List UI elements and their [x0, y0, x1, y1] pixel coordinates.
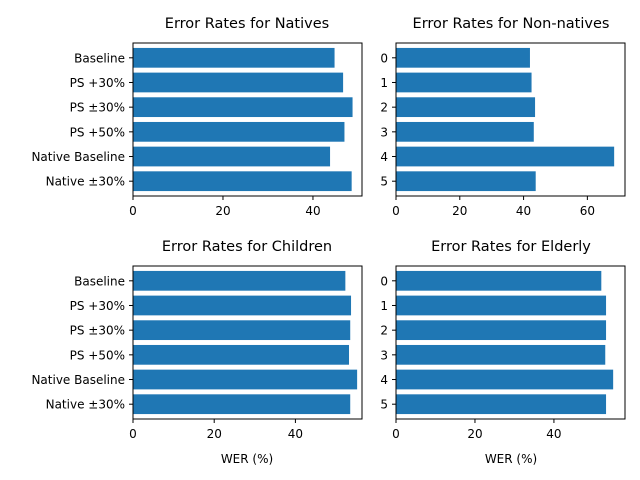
bar-group [396, 47, 615, 192]
x-tick-label: 40 [546, 427, 561, 441]
y-tick-labels: Baseline PS +30% PS ±30% PS +50% Native Base… [31, 51, 133, 189]
bar-3 [396, 344, 606, 365]
subplot-natives: Error Rates for Natives Baseline PS +30% P… [31, 16, 363, 218]
y-tick-label: 3 [380, 348, 388, 362]
axes-frame [132, 265, 363, 420]
y-tick-labels: 0 1 2 3 4 5 [380, 274, 396, 412]
chart-title: Error Rates for Natives [165, 16, 329, 32]
bar-0 [396, 47, 530, 68]
chart-title: Error Rates for Elderly [431, 239, 591, 255]
y-tick-label: Native ±30% [46, 398, 125, 412]
y-tick-label: Baseline [74, 274, 125, 288]
y-tick-label: 4 [380, 150, 388, 164]
y-tick-label: PS +30% [70, 76, 125, 90]
bar-2 [396, 97, 536, 118]
y-tick-label: PS ±30% [70, 101, 125, 115]
y-tick-label: 1 [380, 76, 388, 90]
x-tick-label: 0 [129, 204, 137, 218]
axes-frame [132, 42, 363, 197]
y-tick-label: Native ±30% [46, 175, 125, 189]
y-tick-label: Native Baseline [31, 373, 125, 387]
x-tick-label: 20 [467, 427, 482, 441]
y-tick-label: 3 [380, 125, 388, 139]
x-tick-labels: 0 20 40 [129, 419, 303, 441]
bar-1 [396, 295, 607, 316]
x-tick-labels: 0 20 40 60 [392, 196, 595, 218]
x-tick-label: 0 [129, 427, 137, 441]
bar-3 [133, 121, 345, 142]
bar-1 [133, 295, 352, 316]
y-tick-label: PS ±30% [70, 324, 125, 338]
y-tick-label: 0 [380, 274, 388, 288]
axes-frame [395, 42, 626, 197]
bar-5 [133, 394, 351, 415]
subplot-elderly: Error Rates for Elderly 0 1 2 3 4 5 0 20 40 WER… [380, 239, 626, 466]
x-tick-labels: 0 20 40 [129, 196, 321, 218]
y-tick-label: PS +50% [70, 348, 125, 362]
bar-4 [133, 369, 358, 390]
y-tick-label: 0 [380, 51, 388, 65]
bar-5 [396, 171, 536, 192]
y-tick-label: Native Baseline [31, 150, 125, 164]
bar-2 [133, 97, 353, 118]
y-tick-label: 2 [380, 101, 388, 115]
bar-1 [396, 72, 532, 93]
y-tick-label: 4 [380, 373, 388, 387]
bar-5 [396, 394, 607, 415]
x-tick-label: 0 [392, 427, 400, 441]
y-tick-labels: 0 1 2 3 4 5 [380, 51, 396, 189]
bar-2 [396, 320, 607, 341]
x-tick-labels: 0 20 40 [392, 419, 562, 441]
x-axis-label: WER (%) [485, 452, 537, 466]
bar-3 [133, 344, 350, 365]
axes-frame [395, 265, 626, 420]
bar-0 [133, 47, 335, 68]
bar-0 [396, 270, 602, 291]
bar-1 [133, 72, 344, 93]
x-tick-label: 20 [452, 204, 467, 218]
y-tick-label: Baseline [74, 51, 125, 65]
chart-title: Error Rates for Children [162, 239, 332, 255]
y-tick-label: 5 [380, 175, 388, 189]
bar-4 [133, 146, 331, 167]
bar-4 [396, 369, 614, 390]
bar-2 [133, 320, 351, 341]
bar-group [133, 270, 358, 415]
bar-4 [396, 146, 615, 167]
y-tick-label: PS +50% [70, 125, 125, 139]
x-tick-label: 60 [580, 204, 595, 218]
bar-0 [133, 270, 346, 291]
x-tick-label: 20 [207, 427, 222, 441]
x-tick-label: 40 [305, 204, 320, 218]
bar-group [133, 47, 353, 192]
y-tick-label: PS +30% [70, 299, 125, 313]
y-tick-label: 1 [380, 299, 388, 313]
x-tick-label: 20 [215, 204, 230, 218]
bar-3 [396, 121, 534, 142]
x-tick-label: 0 [392, 204, 400, 218]
x-axis-label: WER (%) [221, 452, 273, 466]
y-tick-label: 5 [380, 398, 388, 412]
bar-5 [133, 171, 352, 192]
subplot-non-natives: Error Rates for Non-natives 0 1 2 3 4 5 0 20 40… [380, 16, 626, 218]
y-tick-labels: Baseline PS +30% PS ±30% PS +50% Native Base… [31, 274, 133, 412]
x-tick-label: 40 [516, 204, 531, 218]
x-tick-label: 40 [288, 427, 303, 441]
chart-title: Error Rates for Non-natives [413, 16, 610, 32]
bar-group [396, 270, 614, 415]
y-tick-label: 2 [380, 324, 388, 338]
subplot-children: Error Rates for Children Baseline PS +30%… [31, 239, 363, 466]
